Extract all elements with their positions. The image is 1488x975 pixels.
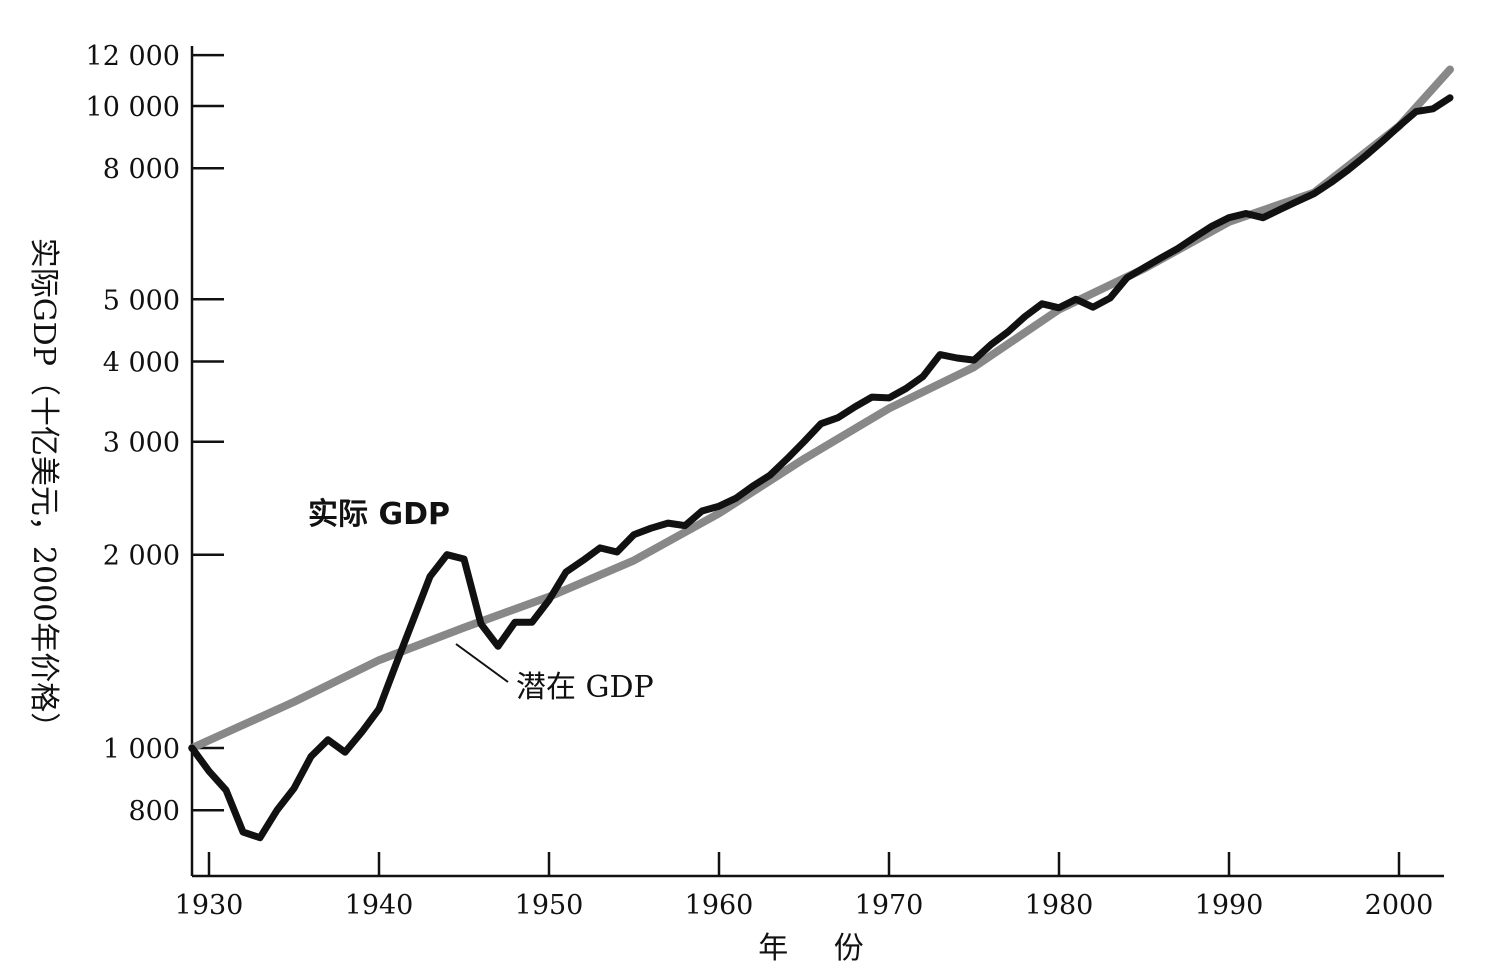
x-tick-label: 1990 xyxy=(1195,890,1264,921)
y-tick-label: 2 000 xyxy=(103,541,180,572)
x-tick-label: 2000 xyxy=(1365,890,1434,921)
annotations: 实际 GDP 潜在 GDP xyxy=(308,497,654,705)
x-axis-title: 年 份 xyxy=(758,931,882,966)
series-layer xyxy=(188,65,1454,842)
y-tick-label: 8 000 xyxy=(103,154,180,185)
y-axis-title: 实际GDP（十亿美元，2000年价格） xyxy=(26,238,61,743)
y-tick-label: 3 000 xyxy=(103,428,180,459)
x-tick-label: 1950 xyxy=(515,890,584,921)
actual-gdp-line xyxy=(188,94,1454,842)
x-axis-ticks: 1930 1940 1950 1960 1970 1980 1990 2000 xyxy=(175,852,1434,921)
x-tick-label: 1960 xyxy=(685,890,754,921)
y-tick-label: 1 000 xyxy=(103,734,180,765)
potential-gdp-leader-line xyxy=(455,643,509,683)
y-tick-label: 12 000 xyxy=(86,41,180,72)
potential-gdp-line xyxy=(188,65,1454,752)
y-tick-label: 10 000 xyxy=(86,92,180,123)
x-tick-label: 1930 xyxy=(175,890,244,921)
y-tick-label: 800 xyxy=(128,796,180,827)
y-tick-label: 5 000 xyxy=(103,285,180,316)
y-tick-label: 4 000 xyxy=(103,347,180,378)
axes xyxy=(190,46,1444,878)
actual-gdp-label: 实际 GDP xyxy=(308,497,450,532)
potential-gdp-label: 潜在 GDP xyxy=(516,670,654,705)
x-tick-label: 1980 xyxy=(1025,890,1094,921)
y-axis-ticks: 800 1 000 2 000 3 000 4 000 5 000 8 000 10 000 1… xyxy=(86,41,224,827)
x-tick-label: 1970 xyxy=(855,890,924,921)
x-tick-label: 1940 xyxy=(345,890,414,921)
